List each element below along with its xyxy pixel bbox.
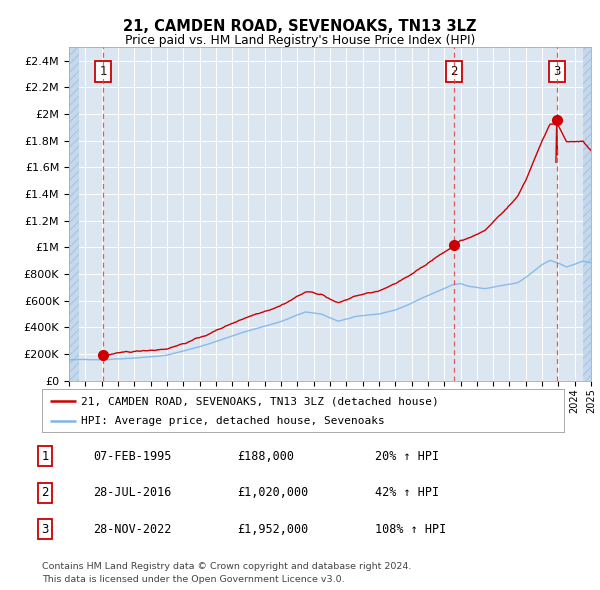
Text: 20% ↑ HPI: 20% ↑ HPI xyxy=(375,450,439,463)
Text: Contains HM Land Registry data © Crown copyright and database right 2024.: Contains HM Land Registry data © Crown c… xyxy=(42,562,412,571)
Text: 108% ↑ HPI: 108% ↑ HPI xyxy=(375,523,446,536)
Text: 21, CAMDEN ROAD, SEVENOAKS, TN13 3LZ (detached house): 21, CAMDEN ROAD, SEVENOAKS, TN13 3LZ (de… xyxy=(81,396,439,407)
Text: HPI: Average price, detached house, Sevenoaks: HPI: Average price, detached house, Seve… xyxy=(81,417,385,426)
Bar xyxy=(69,47,79,381)
Text: 28-JUL-2016: 28-JUL-2016 xyxy=(93,486,172,499)
Text: Price paid vs. HM Land Registry's House Price Index (HPI): Price paid vs. HM Land Registry's House … xyxy=(125,34,475,47)
Text: 3: 3 xyxy=(553,65,560,78)
Text: 42% ↑ HPI: 42% ↑ HPI xyxy=(375,486,439,499)
Bar xyxy=(583,47,599,381)
Text: £188,000: £188,000 xyxy=(237,450,294,463)
Text: 1: 1 xyxy=(100,65,107,78)
Text: 2: 2 xyxy=(41,486,49,499)
Text: 2: 2 xyxy=(450,65,457,78)
Text: £1,952,000: £1,952,000 xyxy=(237,523,308,536)
Text: 1: 1 xyxy=(41,450,49,463)
Text: 28-NOV-2022: 28-NOV-2022 xyxy=(93,523,172,536)
Text: This data is licensed under the Open Government Licence v3.0.: This data is licensed under the Open Gov… xyxy=(42,575,344,584)
Text: 07-FEB-1995: 07-FEB-1995 xyxy=(93,450,172,463)
Text: 3: 3 xyxy=(41,523,49,536)
Text: 21, CAMDEN ROAD, SEVENOAKS, TN13 3LZ: 21, CAMDEN ROAD, SEVENOAKS, TN13 3LZ xyxy=(123,19,477,34)
Text: £1,020,000: £1,020,000 xyxy=(237,486,308,499)
